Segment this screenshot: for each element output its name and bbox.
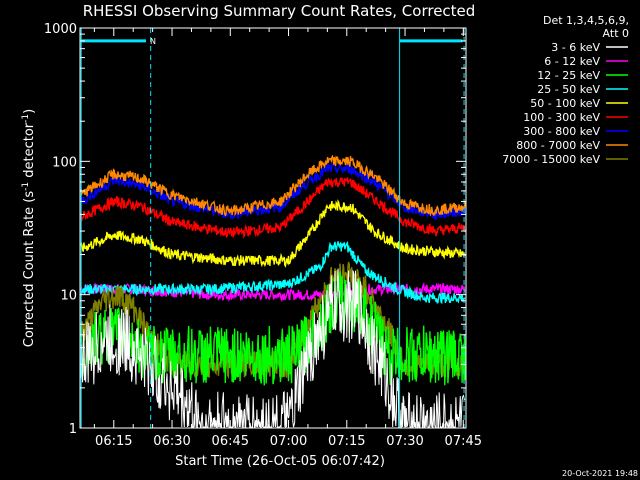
series-line-800-7000-kev xyxy=(80,154,466,217)
x-tick-label: 07:15 xyxy=(328,434,365,449)
x-tick-label: 06:45 xyxy=(212,434,249,449)
y-axis-label-sup2: -1 xyxy=(21,114,31,123)
x-tick-label: 06:30 xyxy=(153,434,190,449)
timestamp: 20-Oct-2021 19:48 xyxy=(562,469,638,478)
x-tick-label: 07:30 xyxy=(386,434,423,449)
attenuator-flag-label: N xyxy=(150,37,156,46)
series-line-300-800-kev xyxy=(80,161,466,221)
legend-label-50-100-kev: 50 - 100 keV xyxy=(530,97,600,110)
x-tick-label: 07:45 xyxy=(445,434,482,449)
attenuator-flags: N xyxy=(81,37,463,46)
x-axis-label: Start Time (26-Oct-05 06:07:42) xyxy=(175,454,385,469)
y-axis-label-mid: detector xyxy=(22,122,37,182)
legend-label-6-12-kev: 6 - 12 keV xyxy=(544,55,600,68)
y-axis-label: Corrected Count Rate (s-1 detector-1) xyxy=(21,109,37,347)
y-tick-label: 1 xyxy=(69,422,77,437)
series-line-3-6-kev xyxy=(80,268,466,429)
x-axis-ticks: 06:15 06:30 06:45 07:00 07:15 07:30 07:45 xyxy=(93,28,482,449)
legend-header: Det 1,3,4,5,6,9, xyxy=(543,14,629,27)
y-axis-ticks: 1 10 100 1000 xyxy=(44,22,466,437)
legend-label-300-800-kev: 300 - 800 keV xyxy=(523,125,600,138)
plot-frame xyxy=(79,27,467,429)
y-axis-label-end: ) xyxy=(22,109,37,114)
legend-label-100-300-kev: 100 - 300 keV xyxy=(523,111,600,124)
y-tick-label: 10 xyxy=(60,289,77,304)
series-line-100-300-kev xyxy=(80,177,466,239)
y-axis-label-main: Corrected Count Rate (s xyxy=(22,191,37,348)
legend-label-3-6-kev: 3 - 6 keV xyxy=(551,41,600,54)
series-line-50-100-kev xyxy=(80,199,466,268)
series-layer xyxy=(80,154,466,429)
legend-label-800-7000-kev: 800 - 7000 keV xyxy=(516,139,600,152)
x-tick-label: 07:00 xyxy=(270,434,307,449)
y-axis-label-sup1: -1 xyxy=(21,182,31,191)
legend-label-12-25-kev: 12 - 25 keV xyxy=(537,69,600,82)
legend-header-2: Att 0 xyxy=(603,27,629,40)
legend-label-7000-15000-kev: 7000 - 15000 keV xyxy=(502,153,600,166)
series-line-25-50-kev xyxy=(80,241,466,305)
night-boundaries xyxy=(80,28,465,428)
y-tick-label: 1000 xyxy=(44,22,77,37)
chart-title: RHESSI Observing Summary Count Rates, Co… xyxy=(83,2,476,20)
legend-label-25-50-kev: 25 - 50 keV xyxy=(537,83,600,96)
x-tick-label: 06:15 xyxy=(95,434,132,449)
y-tick-label: 100 xyxy=(52,155,77,170)
